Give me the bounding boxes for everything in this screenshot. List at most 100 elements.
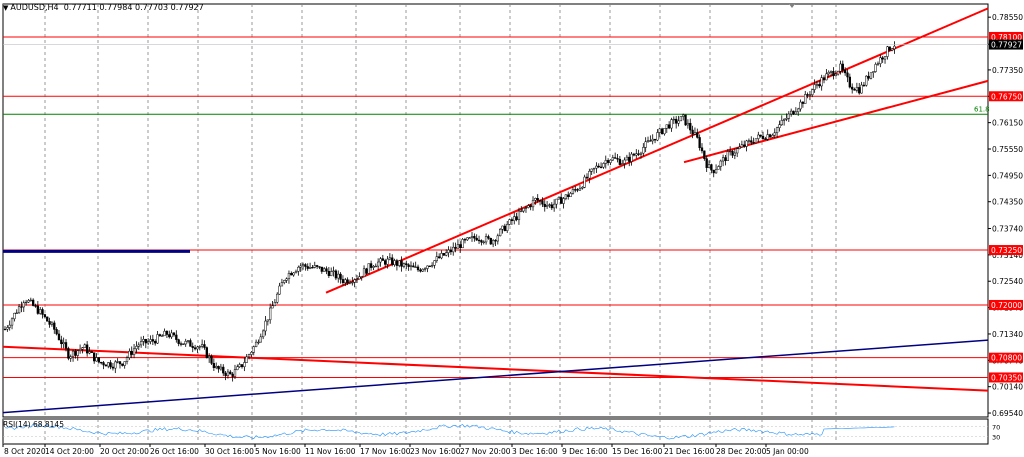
candle-body [426, 265, 429, 269]
candle-body [700, 147, 704, 152]
price-level-tag [989, 91, 1023, 102]
candle-body [890, 48, 894, 51]
x-tick-label: 5 Jan 00:00 [766, 447, 809, 456]
price-level-tag [989, 245, 1023, 256]
candle-body [801, 101, 805, 104]
candle-body [29, 299, 32, 302]
y-tick-label: 0.78550 [992, 13, 1023, 22]
candle-body [489, 238, 492, 245]
candle-body [879, 57, 882, 64]
x-tick-label: 9 Dec 16:00 [562, 447, 608, 456]
candle-body [177, 339, 180, 344]
candle-body [691, 129, 694, 135]
candle-body [827, 72, 830, 75]
candle-body [867, 75, 870, 79]
candle-body [778, 124, 781, 129]
candle-body [858, 87, 861, 94]
candle-body [381, 258, 384, 261]
y-tick-label: 0.74950 [992, 171, 1023, 180]
candle-body [409, 265, 413, 267]
candle-body [595, 165, 598, 169]
rsi-pane [2, 418, 989, 445]
candle-body [85, 344, 89, 354]
candle-body [815, 84, 819, 86]
candle-body [773, 132, 776, 136]
candle-body [499, 228, 502, 237]
candle-body [83, 344, 86, 348]
candle-body [527, 205, 530, 208]
candle-body [147, 341, 150, 344]
candle-body [189, 340, 192, 347]
candle-body [597, 165, 600, 168]
candle-body [372, 266, 375, 268]
candle-body [39, 309, 42, 314]
candle-body [644, 141, 647, 148]
trend-line [325, 7, 989, 294]
x-tick-label: 21 Dec 16:00 [664, 447, 715, 456]
candle-body [128, 350, 131, 358]
candle-body [142, 339, 145, 342]
candle-body [144, 339, 147, 344]
candle-body [531, 200, 535, 208]
candle-body [308, 267, 312, 269]
price-level-tag [989, 299, 1023, 310]
candle-body [391, 257, 394, 266]
candle-body [64, 342, 68, 349]
candle-body [346, 279, 349, 284]
candle-body [76, 350, 79, 356]
candle-body [402, 263, 406, 267]
candle-body [334, 270, 338, 279]
candle-body [602, 163, 605, 168]
candle-body [20, 306, 23, 308]
candle-body [297, 266, 300, 272]
candle-body [43, 314, 47, 318]
candle-body [311, 267, 314, 269]
candle-body [137, 344, 140, 347]
candle-body [407, 264, 410, 267]
candle-body [55, 329, 58, 335]
candle-body [257, 341, 260, 344]
candle-body [440, 253, 443, 259]
candle-body [534, 198, 537, 201]
candle-body [560, 197, 563, 204]
candle-body [614, 157, 617, 159]
candle-body [205, 347, 208, 359]
candle-body [851, 86, 854, 90]
candle-body [313, 265, 316, 268]
candle-body [761, 135, 765, 139]
candle-body [721, 157, 725, 162]
candle-body [684, 114, 687, 126]
candle-body [198, 346, 201, 348]
candle-body [3, 328, 7, 331]
x-tick-label: 17 Nov 16:00 [360, 447, 411, 456]
candle-body [621, 163, 624, 165]
dropdown-triangle-icon[interactable]: ▼ [3, 4, 9, 12]
candle-body [717, 166, 720, 170]
candle-body [200, 344, 204, 347]
candle-body [569, 193, 572, 197]
candle-body [236, 366, 239, 370]
candle-body [158, 334, 162, 337]
price-level-tag [989, 352, 1023, 363]
candle-body [825, 73, 828, 81]
candle-body [693, 132, 697, 135]
candle-body [306, 266, 309, 269]
candle-body [517, 210, 521, 221]
candle-body [78, 348, 82, 351]
candle-body [658, 128, 661, 133]
x-tick-label: 26 Oct 16:00 [150, 447, 199, 456]
candle-body [771, 134, 774, 138]
candles [3, 41, 896, 382]
candle-body [834, 73, 837, 76]
candle-body [22, 302, 25, 308]
symbol-label: AUDUSD,H4 [10, 3, 59, 12]
candle-body [107, 362, 110, 367]
candle-body [245, 356, 248, 363]
candle-body [775, 127, 779, 134]
candle-body [583, 176, 586, 188]
candle-body [733, 152, 736, 156]
x-tick-label: 23 Nov 16:00 [410, 447, 461, 456]
candle-body [672, 118, 675, 121]
candle-body [729, 150, 732, 153]
